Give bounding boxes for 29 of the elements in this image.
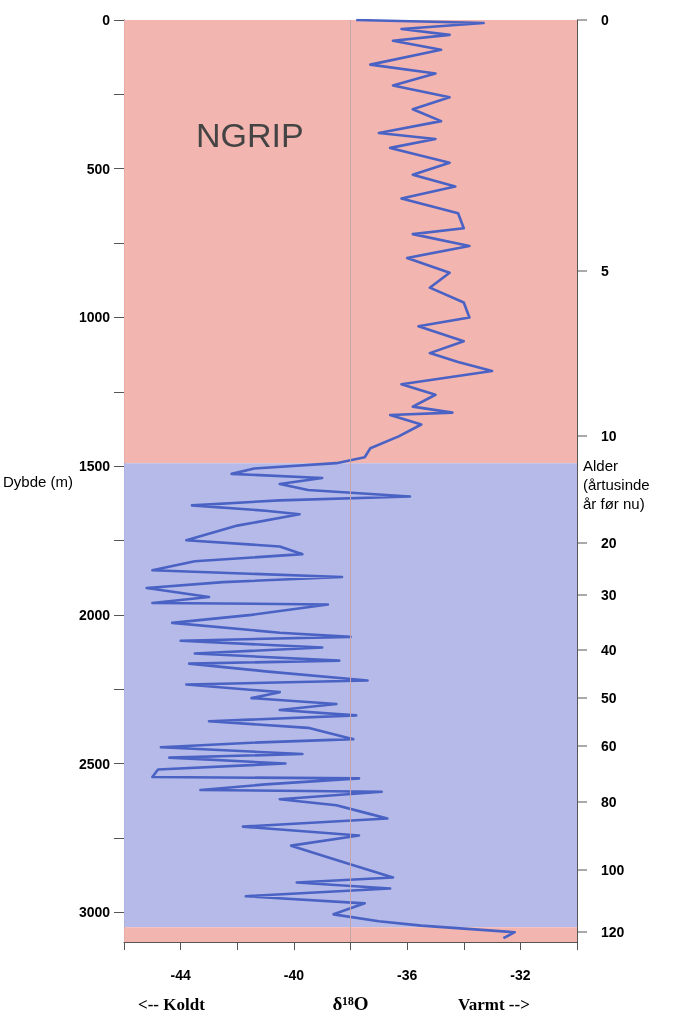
- text: Varmt -->: [458, 995, 530, 1014]
- y-tick-label: 2500: [78, 755, 111, 772]
- line-series: [145, 18, 517, 940]
- text: 80: [601, 794, 617, 810]
- x-tick-label: -32: [510, 967, 531, 983]
- annotation: NGRIP: [196, 116, 304, 154]
- text: 20: [601, 535, 617, 551]
- y-tick-label: 500: [86, 160, 111, 177]
- text: <-- Koldt: [138, 995, 206, 1014]
- text: Alder (årtusinde år før nu): [583, 457, 650, 512]
- x-tick-label: -44: [170, 967, 192, 983]
- text: 40: [601, 642, 617, 658]
- y-tick-label: 0: [102, 12, 111, 28]
- text: 60: [601, 738, 617, 754]
- text: 10: [601, 428, 617, 444]
- y-tick-label: 1500: [78, 458, 111, 475]
- text: 0: [601, 12, 609, 28]
- text: 120: [601, 924, 625, 940]
- y-tick-label: 1000: [78, 309, 111, 326]
- text: 100: [601, 862, 625, 878]
- x-tick-label: -36: [397, 967, 418, 983]
- y-tick-label: 3000: [78, 904, 111, 921]
- text: 5: [601, 263, 609, 279]
- y-axis-title: Dybde (m): [3, 472, 74, 490]
- text: 30: [601, 587, 617, 603]
- x-axis-title: δ¹⁸O: [332, 993, 369, 1014]
- text: 50: [601, 690, 617, 706]
- y-tick-label: 2000: [78, 606, 111, 623]
- x-tick-label: -40: [283, 967, 305, 983]
